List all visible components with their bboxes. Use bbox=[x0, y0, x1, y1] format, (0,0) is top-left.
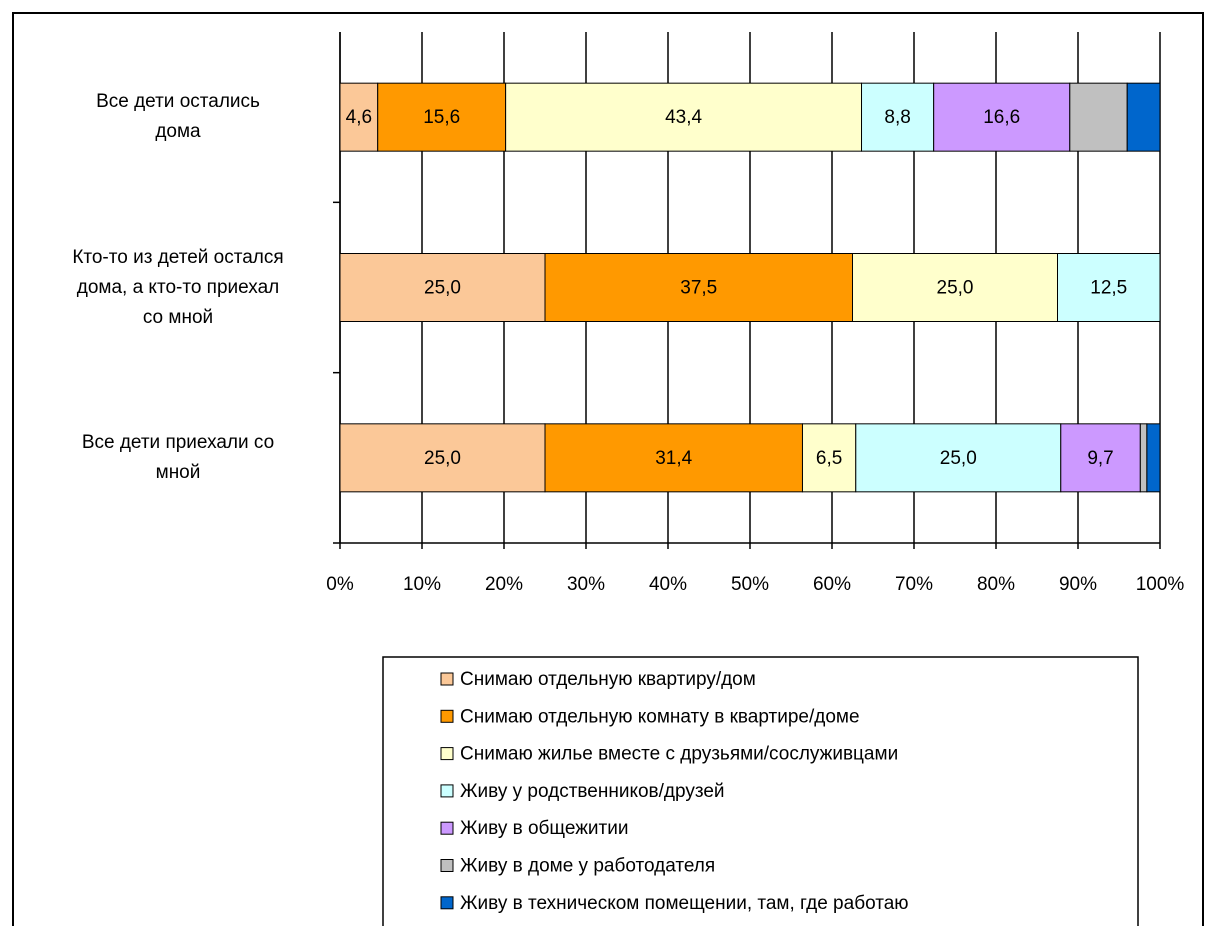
value-label: 6,5 bbox=[816, 448, 842, 469]
legend-swatch bbox=[440, 821, 454, 835]
x-tick-label: 50% bbox=[731, 574, 769, 595]
legend-label: Живу в общежитии bbox=[460, 818, 628, 839]
bar-segment bbox=[801, 423, 857, 493]
legend-swatch bbox=[440, 784, 454, 798]
bar-segment bbox=[505, 82, 863, 152]
value-label: 37,5 bbox=[680, 278, 717, 299]
bar-segment bbox=[1139, 423, 1148, 493]
bar-segment bbox=[339, 423, 546, 493]
value-label: 25,0 bbox=[937, 278, 974, 299]
bar-segment bbox=[544, 423, 803, 493]
legend-label: Снимаю отдельную комнату в квартире/доме bbox=[460, 706, 860, 727]
legend-label: Живу в техническом помещении, там, где р… bbox=[460, 893, 909, 914]
value-label: 15,6 bbox=[423, 107, 460, 128]
y-tick-label: Все дети остались дома bbox=[96, 91, 260, 143]
value-label: 31,4 bbox=[655, 448, 692, 469]
bar-segment bbox=[1126, 82, 1161, 152]
value-label: 8,8 bbox=[884, 107, 910, 128]
bar-segment bbox=[933, 82, 1071, 152]
value-label: 4,6 bbox=[346, 107, 372, 128]
bar-segment bbox=[1146, 423, 1161, 493]
x-tick-label: 40% bbox=[649, 574, 687, 595]
legend-label: Живу у родственников/друзей bbox=[460, 781, 725, 802]
bar-segment bbox=[852, 253, 1058, 322]
bar-segment bbox=[339, 82, 379, 152]
bar-segment bbox=[1060, 423, 1141, 493]
value-label: 16,6 bbox=[983, 107, 1020, 128]
x-tick-label: 90% bbox=[1059, 574, 1097, 595]
legend-swatch bbox=[440, 709, 454, 723]
value-label: 25,0 bbox=[424, 448, 461, 469]
value-label: 43,4 bbox=[665, 107, 702, 128]
x-tick-label: 10% bbox=[403, 574, 441, 595]
bar-segment bbox=[339, 253, 546, 322]
y-tick-label: Все дети приехали со мной bbox=[81, 431, 275, 483]
x-tick-label: 70% bbox=[895, 574, 933, 595]
bar-segment bbox=[861, 82, 935, 152]
legend-swatch bbox=[440, 672, 454, 686]
value-label: 25,0 bbox=[424, 278, 461, 299]
x-tick-label: 20% bbox=[485, 574, 523, 595]
legend-label: Снимаю отдельную квартиру/дом bbox=[460, 669, 756, 690]
legend-swatch bbox=[440, 859, 454, 872]
x-tick-label: 60% bbox=[813, 574, 851, 595]
value-label: 9,7 bbox=[1087, 448, 1113, 469]
legend-swatch bbox=[440, 747, 454, 761]
y-tick-label: Кто-то из детей остался дома, а кто-то п… bbox=[72, 246, 284, 328]
value-label: 25,0 bbox=[940, 448, 977, 469]
bar-segment bbox=[1057, 253, 1161, 322]
value-label: 12,5 bbox=[1090, 278, 1127, 299]
legend-box bbox=[382, 656, 1139, 926]
legend-label: Снимаю жилье вместе с друзьями/сослуживц… bbox=[460, 744, 898, 765]
legend-label: Живу в доме у работодателя bbox=[460, 856, 715, 877]
x-tick-label: 80% bbox=[977, 574, 1015, 595]
legend-swatch bbox=[440, 896, 454, 910]
x-tick-label: 30% bbox=[567, 574, 605, 595]
x-tick-label: 100% bbox=[1136, 574, 1185, 595]
x-tick-label: 0% bbox=[326, 574, 354, 595]
chart-frame bbox=[12, 12, 1204, 926]
bar-segment bbox=[1069, 82, 1128, 152]
bar-segment bbox=[377, 82, 507, 152]
